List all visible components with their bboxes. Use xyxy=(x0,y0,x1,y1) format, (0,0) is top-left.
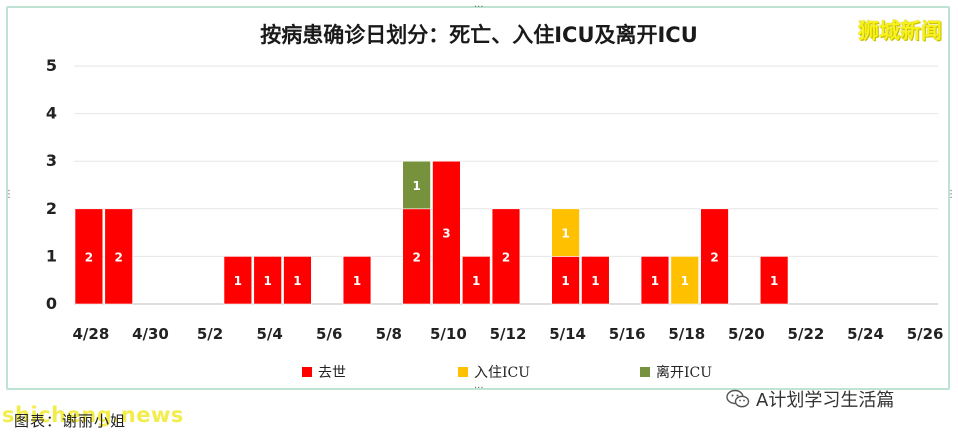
figure-caption: 图表：谢丽小姐 xyxy=(14,412,127,430)
bar xyxy=(283,256,312,305)
bar xyxy=(223,256,253,305)
y-tick-label: 0 xyxy=(46,294,57,313)
y-tick-label: 5 xyxy=(46,56,57,75)
bar-data-label: 1 xyxy=(353,274,361,288)
x-tick-label: 5/8 xyxy=(376,325,402,343)
bar xyxy=(253,256,282,305)
x-tick-label: 5/12 xyxy=(490,325,527,343)
wechat-icon xyxy=(726,389,750,408)
x-tick-label: 5/18 xyxy=(668,325,705,343)
bar xyxy=(581,256,610,305)
x-tick-label: 5/2 xyxy=(197,325,223,343)
bar-data-label: 2 xyxy=(85,250,93,264)
bar-data-label: 3 xyxy=(442,227,450,241)
chart-legend: 去世 入住ICU 离开ICU xyxy=(0,362,958,382)
watermark-text: shicheng.news xyxy=(2,403,184,427)
x-tick-label: 5/16 xyxy=(609,325,646,343)
bar xyxy=(670,256,699,305)
bar xyxy=(402,160,431,210)
legend-label: 离开ICU xyxy=(656,365,713,381)
bar-data-label: 1 xyxy=(234,274,242,288)
bar xyxy=(74,208,104,305)
bar xyxy=(491,208,521,305)
bar xyxy=(640,256,670,305)
chart-frame xyxy=(6,6,950,390)
bar-data-label: 2 xyxy=(412,250,420,264)
x-tick-label: 5/14 xyxy=(549,325,586,343)
chart-title: 按病患确诊日划分：死亡、入住ICU及离开ICU xyxy=(260,23,698,47)
bar-data-label: 2 xyxy=(115,250,123,264)
legend-label: 去世 xyxy=(318,365,346,381)
y-tick-label: 3 xyxy=(46,151,57,170)
bar xyxy=(402,208,431,305)
bar-data-label: 1 xyxy=(591,274,599,288)
x-tick-label: 5/22 xyxy=(788,325,825,343)
bar-data-label: 1 xyxy=(770,274,778,288)
x-tick-label: 5/24 xyxy=(847,325,884,343)
x-tick-label: 5/6 xyxy=(316,325,342,343)
wechat-account: A计划学习生活篇 xyxy=(726,386,894,412)
resize-handle-right[interactable]: ⋮ xyxy=(946,189,956,200)
bar-data-label: 1 xyxy=(561,274,569,288)
bar-data-label: 1 xyxy=(561,227,569,241)
legend-item-deaths: 去世 xyxy=(302,362,346,382)
y-tick-label: 1 xyxy=(46,246,57,265)
bar xyxy=(551,256,580,305)
bar xyxy=(462,256,491,305)
brand-logo: 狮城新闻 xyxy=(858,19,942,43)
y-tick-label: 2 xyxy=(46,199,57,218)
x-tick-label: 5/20 xyxy=(728,325,765,343)
bar-data-label: 1 xyxy=(412,179,420,193)
y-tick-label: 4 xyxy=(46,104,57,123)
bar xyxy=(759,256,789,305)
bar xyxy=(342,256,372,305)
x-tick-label: 5/26 xyxy=(907,325,944,343)
bar xyxy=(432,160,461,305)
bar-data-label: 1 xyxy=(681,274,689,288)
legend-swatch xyxy=(458,367,468,377)
bar xyxy=(700,208,729,305)
bar-data-label: 1 xyxy=(651,274,659,288)
wechat-account-name: A计划学习生活篇 xyxy=(756,390,895,411)
x-tick-label: 4/28 xyxy=(72,325,109,343)
resize-handle-top[interactable]: ··· xyxy=(474,2,484,13)
bar-data-label: 1 xyxy=(472,274,480,288)
resize-handle-bottom[interactable]: ··· xyxy=(474,383,484,394)
x-tick-label: 5/10 xyxy=(430,325,467,343)
bar-data-label: 1 xyxy=(263,274,271,288)
legend-swatch xyxy=(640,367,650,377)
resize-handle-left[interactable]: ⋮ xyxy=(4,189,14,200)
legend-item-icu-discharged: 离开ICU xyxy=(640,362,712,382)
bar-data-label: 2 xyxy=(502,250,510,264)
legend-swatch xyxy=(302,367,312,377)
legend-item-icu-admitted: 入住ICU xyxy=(458,362,530,382)
x-tick-label: 4/30 xyxy=(132,325,169,343)
x-tick-label: 5/4 xyxy=(256,325,282,343)
bar xyxy=(551,208,580,257)
legend-label: 入住ICU xyxy=(474,365,531,381)
bar-data-label: 2 xyxy=(710,250,718,264)
bar xyxy=(104,208,133,305)
bar-data-label: 1 xyxy=(293,274,301,288)
